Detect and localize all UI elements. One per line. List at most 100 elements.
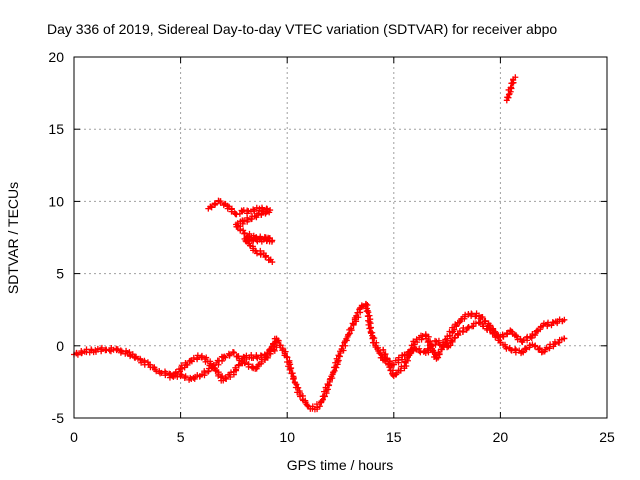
data-point-fill	[203, 354, 210, 361]
series-outlier-segment	[503, 74, 519, 104]
data-point-fill	[465, 324, 472, 331]
data-point-fill	[248, 216, 255, 223]
data-point-fill	[257, 235, 264, 242]
data-points	[71, 74, 568, 413]
data-point-fill	[453, 322, 460, 329]
data-point-fill	[244, 218, 251, 225]
data-point-fill	[117, 347, 124, 354]
y-tick-label: 5	[56, 266, 64, 282]
data-point-fill	[416, 345, 423, 352]
data-point-fill	[184, 361, 191, 368]
data-point-fill	[554, 320, 561, 327]
data-point	[269, 259, 276, 266]
data-point-fill	[493, 332, 500, 339]
x-tick-label: 0	[70, 429, 78, 445]
data-point-fill	[363, 308, 370, 315]
data-point-fill	[226, 351, 233, 358]
data-point-fill	[406, 351, 413, 358]
data-point-fill	[302, 399, 309, 406]
data-point-fill	[532, 342, 539, 349]
data-point-fill	[438, 346, 445, 353]
data-point-fill	[182, 373, 189, 380]
data-point-fill	[98, 344, 105, 351]
data-point-fill	[245, 361, 252, 368]
data-point	[561, 316, 568, 323]
data-point-fill	[178, 371, 185, 378]
data-point-fill	[529, 331, 536, 338]
data-point-fill	[174, 373, 181, 380]
y-tick-label: 0	[56, 338, 64, 354]
data-point-fill	[482, 317, 489, 324]
data-point-fill	[479, 314, 486, 321]
data-point-fill	[492, 328, 499, 335]
data-point-fill	[212, 367, 219, 374]
data-point-fill	[449, 338, 456, 345]
data-point-fill	[366, 318, 373, 325]
data-point-fill	[287, 365, 294, 372]
data-point-fill	[238, 357, 245, 364]
data-point-fill	[290, 375, 297, 382]
data-point-fill	[222, 354, 229, 361]
data-point-fill	[257, 251, 264, 258]
data-point-fill	[376, 350, 383, 357]
data-point-fill	[541, 348, 548, 355]
data-point-fill	[253, 236, 260, 243]
data-point-fill	[172, 369, 179, 376]
data-point-fill	[92, 348, 99, 355]
data-point-fill	[380, 346, 387, 353]
data-point-fill	[262, 210, 269, 217]
data-point-fill	[239, 358, 246, 365]
data-point-fill	[147, 361, 154, 368]
data-point-fill	[546, 345, 553, 352]
data-point-fill	[355, 314, 362, 321]
data-point-fill	[435, 354, 442, 361]
data-point-fill	[388, 362, 395, 369]
data-point-fill	[248, 364, 255, 371]
data-point-fill	[373, 339, 380, 346]
data-point-fill	[556, 339, 563, 346]
data-point-fill	[386, 358, 393, 365]
data-point	[561, 335, 568, 342]
data-point-fill	[222, 375, 229, 382]
data-point-fill	[324, 386, 331, 393]
data-point-fill	[353, 318, 360, 325]
data-point-fill	[532, 332, 539, 339]
data-point-fill	[235, 362, 242, 369]
data-point-fill	[455, 332, 462, 339]
data-point-fill	[304, 402, 311, 409]
data-point-fill	[509, 328, 516, 335]
data-point-fill	[288, 370, 295, 377]
data-point-fill	[151, 364, 158, 371]
data-point-fill	[326, 382, 333, 389]
data-point-fill	[241, 230, 248, 237]
data-point-fill	[232, 366, 239, 373]
data-point-fill	[249, 213, 256, 220]
data-point-fill	[98, 348, 105, 355]
data-point-fill	[451, 326, 458, 333]
data-point-fill	[393, 371, 400, 378]
data-point-fill	[215, 361, 222, 368]
data-point-fill	[286, 366, 293, 373]
data-point-fill	[328, 373, 335, 380]
data-point-fill	[347, 325, 354, 332]
data-point-fill	[500, 333, 507, 340]
data-point-fill	[330, 369, 337, 376]
data-point-fill	[403, 362, 410, 369]
data-point-fill	[237, 226, 244, 233]
data-point-fill	[212, 200, 219, 207]
data-point-fill	[262, 252, 269, 259]
data-point-fill	[268, 238, 275, 245]
data-point-fill	[219, 373, 226, 380]
data-point-fill	[374, 346, 381, 353]
data-point-fill	[114, 346, 121, 353]
data-point-fill	[381, 351, 388, 358]
axis-ticks: 0 5 10 15 20 25 -5 0 5 10 15 20	[48, 49, 615, 445]
data-point-fill	[504, 331, 511, 338]
data-point-fill	[349, 320, 356, 327]
data-point-fill	[383, 356, 390, 363]
data-point	[512, 74, 519, 81]
data-point-fill	[258, 211, 265, 218]
x-tick-label: 25	[599, 429, 615, 445]
data-point-fill	[395, 354, 402, 361]
